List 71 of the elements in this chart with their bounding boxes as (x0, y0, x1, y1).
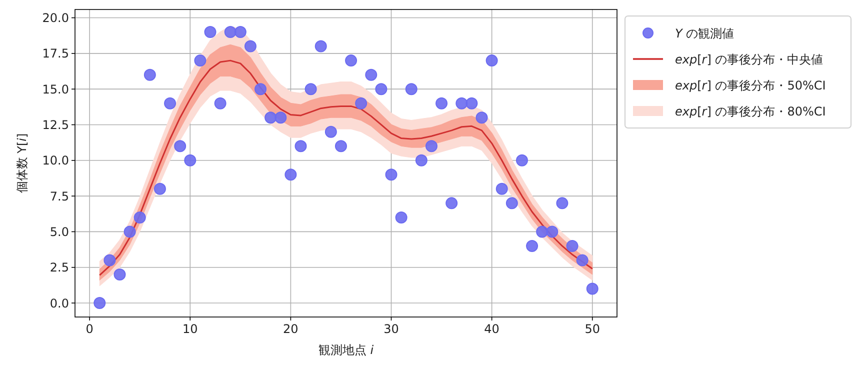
point (576, 254, 588, 266)
point (284, 168, 297, 181)
point (415, 154, 428, 166)
legend-label: Y の観測値 (675, 26, 734, 40)
point (144, 68, 156, 81)
y-tick-label: 15.0 (42, 82, 69, 96)
point (566, 240, 578, 252)
point (536, 226, 548, 238)
point (446, 197, 458, 210)
x-tick-label: 40 (484, 322, 500, 336)
point (395, 211, 408, 224)
point (586, 282, 598, 295)
point (375, 83, 388, 96)
point (314, 40, 327, 52)
y-tick-label: 7.5 (50, 189, 69, 204)
x-tick-label: 30 (384, 322, 399, 336)
y-tick-label: 17.5 (42, 46, 69, 61)
point (526, 240, 538, 252)
point (506, 197, 518, 210)
point (194, 54, 206, 67)
point (104, 254, 116, 266)
point (486, 54, 498, 67)
y-tick-label: 0.0 (50, 296, 69, 310)
point (304, 83, 317, 96)
point (516, 154, 528, 166)
point (164, 97, 176, 110)
y-tick-label: 12.5 (42, 118, 69, 132)
point (456, 97, 468, 110)
point (476, 112, 488, 124)
point (334, 140, 347, 152)
point (154, 182, 166, 195)
point (425, 140, 438, 152)
x-axis-title: 観測地点 i (318, 343, 374, 357)
point (324, 126, 337, 138)
point (224, 26, 236, 38)
y-tick-label: 10.0 (42, 154, 69, 168)
point (214, 97, 226, 110)
point (294, 140, 307, 152)
point (114, 268, 126, 280)
point (94, 297, 106, 310)
point (345, 54, 358, 67)
point (234, 26, 246, 38)
point (355, 97, 368, 110)
legend-label: exp[r] の事後分布・50%CI (675, 78, 826, 92)
point (496, 182, 508, 195)
legend-label: exp[r] の事後分布・中央値 (675, 52, 824, 66)
point (264, 112, 277, 124)
x-tick-label: 0 (86, 322, 94, 336)
point (436, 97, 448, 110)
point (556, 197, 568, 210)
y-tick-label: 2.5 (50, 260, 69, 275)
point (274, 112, 287, 124)
point (174, 140, 186, 152)
y-tick-label: 5.0 (50, 225, 69, 240)
point (466, 97, 478, 110)
point (134, 211, 146, 224)
point (254, 83, 267, 96)
point (385, 168, 398, 181)
x-tick-label: 20 (283, 322, 298, 336)
y-tick-label: 20.0 (42, 11, 69, 26)
point (204, 26, 216, 38)
point (546, 226, 558, 238)
legend-label: exp[r] の事後分布・80%CI (675, 104, 826, 118)
point (244, 40, 256, 52)
x-tick-label: 50 (584, 322, 600, 336)
y-axis-title: 個体数 Y[i] (15, 133, 29, 194)
point (405, 83, 418, 96)
point (124, 226, 136, 238)
point (365, 68, 378, 81)
point (184, 154, 196, 166)
x-tick-label: 10 (182, 322, 198, 336)
